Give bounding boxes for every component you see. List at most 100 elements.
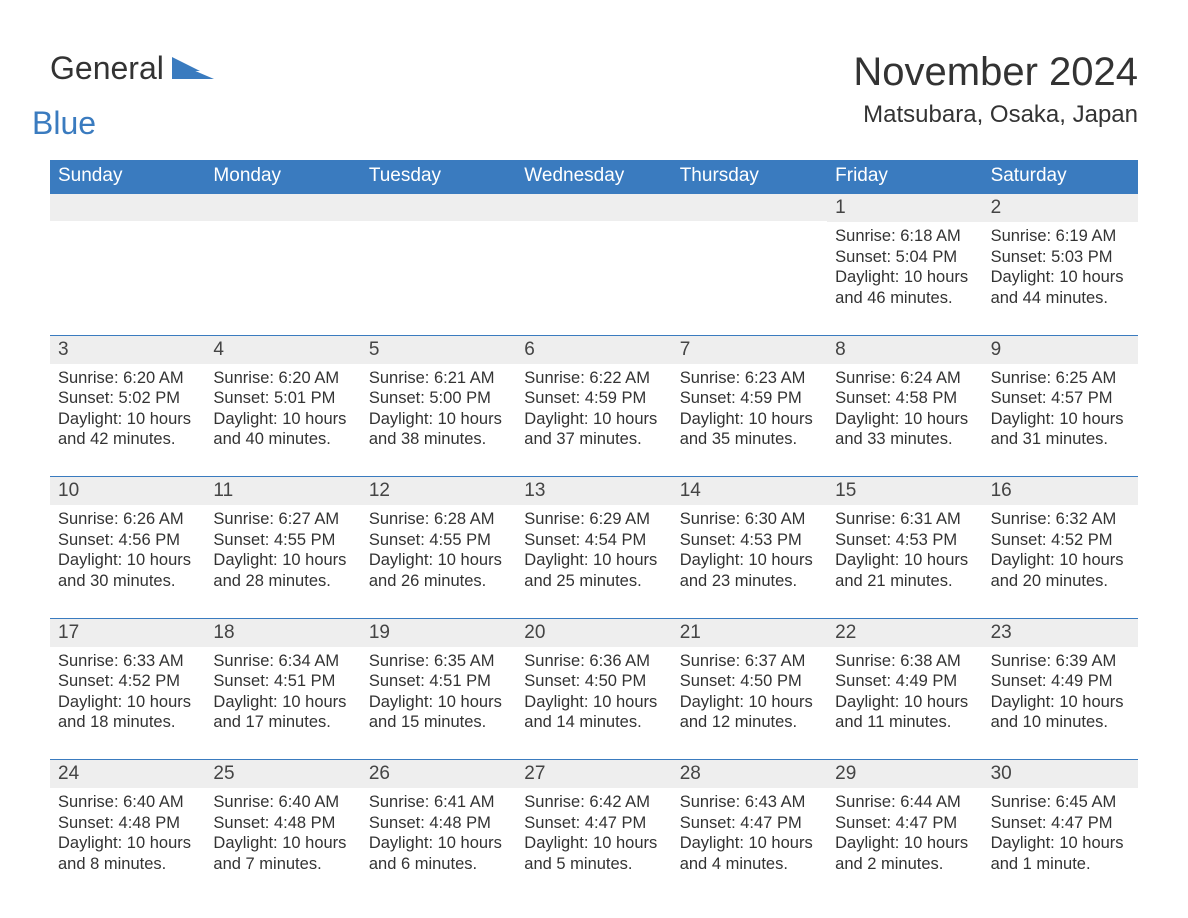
day-number: 7 [680, 339, 691, 360]
location-label: Matsubara, Osaka, Japan [853, 101, 1138, 129]
calendar-day: 27 Sunrise: 6:42 AMSunset: 4:47 PMDayligh… [516, 760, 671, 875]
day-number: 13 [524, 480, 545, 501]
day-daylight: Daylight: 10 hours and 2 minutes. [835, 833, 974, 874]
day-sunrise: Sunrise: 6:35 AM [369, 651, 508, 672]
day-sunset: Sunset: 4:50 PM [524, 671, 663, 692]
day-daylight: Daylight: 10 hours and 35 minutes. [680, 409, 819, 450]
day-sunset: Sunset: 4:51 PM [369, 671, 508, 692]
day-sunset: Sunset: 4:47 PM [680, 813, 819, 834]
day-number-row [205, 194, 360, 221]
day-number: 19 [369, 622, 390, 643]
day-sunrise: Sunrise: 6:26 AM [58, 509, 197, 530]
day-sunset: Sunset: 4:54 PM [524, 530, 663, 551]
day-sunrise: Sunrise: 6:40 AM [58, 792, 197, 813]
weekday-header: Monday [205, 160, 360, 193]
calendar-day: 7Sunrise: 6:23 AMSunset: 4:59 PMDaylight… [672, 336, 827, 451]
day-number: 15 [835, 480, 856, 501]
day-number: 5 [369, 339, 380, 360]
day-number: 6 [524, 339, 535, 360]
calendar-week: 1Sunrise: 6:18 AMSunset: 5:04 PMDaylight… [50, 193, 1138, 309]
day-number: 27 [524, 763, 545, 784]
day-number-row: 30 [983, 760, 1138, 788]
calendar-day: 17Sunrise: 6:33 AMSunset: 4:52 PMDayligh… [50, 619, 205, 734]
day-details: Sunrise: 6:20 AMSunset: 5:02 PMDaylight:… [50, 364, 205, 451]
calendar-day: 11Sunrise: 6:27 AMSunset: 4:55 PMDayligh… [205, 477, 360, 592]
calendar-day: 4Sunrise: 6:20 AMSunset: 5:01 PMDaylight… [205, 336, 360, 451]
day-number: 4 [213, 339, 224, 360]
day-details: Sunrise: 6:30 AMSunset: 4:53 PMDaylight:… [672, 505, 827, 592]
day-number-row: 15 [827, 477, 982, 505]
logo: General Blue [50, 50, 214, 142]
day-details: Sunrise: 6:27 AMSunset: 4:55 PMDaylight:… [205, 505, 360, 592]
day-sunrise: Sunrise: 6:28 AM [369, 509, 508, 530]
day-sunset: Sunset: 4:55 PM [369, 530, 508, 551]
day-sunrise: Sunrise: 6:21 AM [369, 368, 508, 389]
calendar-week: 24Sunrise: 6:40 AMSunset: 4:48 PMDayligh… [50, 759, 1138, 875]
day-number-row: 24 [50, 760, 205, 788]
day-sunrise: Sunrise: 6:37 AM [680, 651, 819, 672]
day-sunrise: Sunrise: 6:43 AM [680, 792, 819, 813]
calendar-day: 22Sunrise: 6:38 AMSunset: 4:49 PMDayligh… [827, 619, 982, 734]
day-daylight: Daylight: 10 hours and 11 minutes. [835, 692, 974, 733]
day-sunset: Sunset: 4:59 PM [680, 388, 819, 409]
day-sunrise: Sunrise: 6:32 AM [991, 509, 1130, 530]
calendar-day [205, 194, 360, 309]
day-daylight: Daylight: 10 hours and 8 minutes. [58, 833, 197, 874]
calendar-day: 28Sunrise: 6:43 AMSunset: 4:47 PMDayligh… [672, 760, 827, 875]
day-sunset: Sunset: 4:50 PM [680, 671, 819, 692]
day-number-row: 9 [983, 336, 1138, 364]
day-sunrise: Sunrise: 6:34 AM [213, 651, 352, 672]
day-sunrise: Sunrise: 6:20 AM [58, 368, 197, 389]
day-number-row: 18 [205, 619, 360, 647]
day-number-row: 29 [827, 760, 982, 788]
day-details: Sunrise: 6:28 AMSunset: 4:55 PMDaylight:… [361, 505, 516, 592]
day-sunset: Sunset: 4:48 PM [213, 813, 352, 834]
day-number: 20 [524, 622, 545, 643]
day-number: 14 [680, 480, 701, 501]
day-daylight: Daylight: 10 hours and 1 minute. [991, 833, 1130, 874]
day-sunrise: Sunrise: 6:25 AM [991, 368, 1130, 389]
day-details: Sunrise: 6:42 AMSunset: 4:47 PMDaylight:… [516, 788, 671, 875]
day-number-row: 12 [361, 477, 516, 505]
day-details: Sunrise: 6:38 AMSunset: 4:49 PMDaylight:… [827, 647, 982, 734]
day-number-row: 3 [50, 336, 205, 364]
day-number: 17 [58, 622, 79, 643]
day-number: 1 [835, 197, 846, 218]
calendar-day: 15 Sunrise: 6:31 AMSunset: 4:53 PMDayligh… [827, 477, 982, 592]
calendar-day: 20 Sunrise: 6:36 AMSunset: 4:50 PMDayligh… [516, 619, 671, 734]
calendar-day [672, 194, 827, 309]
day-sunset: Sunset: 5:03 PM [991, 247, 1130, 268]
day-sunrise: Sunrise: 6:20 AM [213, 368, 352, 389]
day-number: 12 [369, 480, 390, 501]
day-number-row: 23 [983, 619, 1138, 647]
day-sunrise: Sunrise: 6:33 AM [58, 651, 197, 672]
day-number: 23 [991, 622, 1012, 643]
weekday-header: Tuesday [361, 160, 516, 193]
day-number: 3 [58, 339, 69, 360]
calendar-day [50, 194, 205, 309]
day-details: Sunrise: 6:31 AMSunset: 4:53 PMDaylight:… [827, 505, 982, 592]
day-details: Sunrise: 6:43 AMSunset: 4:47 PMDaylight:… [672, 788, 827, 875]
day-number-row: 10 [50, 477, 205, 505]
day-sunrise: Sunrise: 6:31 AM [835, 509, 974, 530]
weekday-header-row: SundayMondayTuesdayWednesdayThursdayFrid… [50, 160, 1138, 193]
calendar-day: 13Sunrise: 6:29 AMSunset: 4:54 PMDayligh… [516, 477, 671, 592]
day-sunset: Sunset: 4:53 PM [680, 530, 819, 551]
day-sunset: Sunset: 5:02 PM [58, 388, 197, 409]
day-sunset: Sunset: 4:59 PM [524, 388, 663, 409]
day-sunrise: Sunrise: 6:29 AM [524, 509, 663, 530]
calendar-day: 25Sunrise: 6:40 AMSunset: 4:48 PMDayligh… [205, 760, 360, 875]
calendar-day: 2Sunrise: 6:19 AMSunset: 5:03 PMDaylight… [983, 194, 1138, 309]
day-details: Sunrise: 6:36 AMSunset: 4:50 PMDaylight:… [516, 647, 671, 734]
day-number-row: 17 [50, 619, 205, 647]
day-daylight: Daylight: 10 hours and 38 minutes. [369, 409, 508, 450]
day-number-row: 21 [672, 619, 827, 647]
calendar-week: 10Sunrise: 6:26 AMSunset: 4:56 PMDayligh… [50, 476, 1138, 592]
day-sunrise: Sunrise: 6:27 AM [213, 509, 352, 530]
day-number: 26 [369, 763, 390, 784]
day-daylight: Daylight: 10 hours and 40 minutes. [213, 409, 352, 450]
day-details: Sunrise: 6:40 AMSunset: 4:48 PMDaylight:… [50, 788, 205, 875]
day-details: Sunrise: 6:35 AMSunset: 4:51 PMDaylight:… [361, 647, 516, 734]
day-sunset: Sunset: 4:48 PM [58, 813, 197, 834]
day-number: 30 [991, 763, 1012, 784]
